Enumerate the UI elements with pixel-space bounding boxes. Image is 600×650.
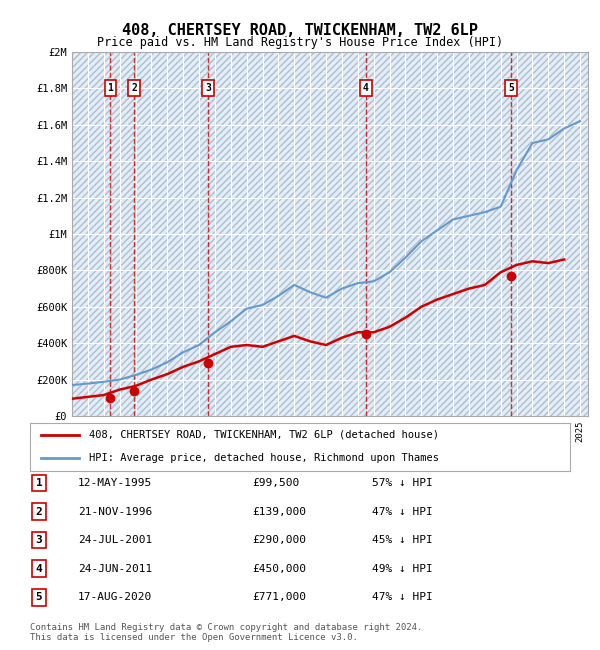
Text: 49% ↓ HPI: 49% ↓ HPI: [372, 564, 433, 574]
Text: 2: 2: [35, 506, 43, 517]
Text: £99,500: £99,500: [252, 478, 299, 488]
Text: £139,000: £139,000: [252, 506, 306, 517]
Text: Price paid vs. HM Land Registry's House Price Index (HPI): Price paid vs. HM Land Registry's House …: [97, 36, 503, 49]
Text: 45% ↓ HPI: 45% ↓ HPI: [372, 535, 433, 545]
Text: Contains HM Land Registry data © Crown copyright and database right 2024.
This d: Contains HM Land Registry data © Crown c…: [30, 623, 422, 642]
Text: 408, CHERTSEY ROAD, TWICKENHAM, TW2 6LP: 408, CHERTSEY ROAD, TWICKENHAM, TW2 6LP: [122, 23, 478, 38]
Text: 57% ↓ HPI: 57% ↓ HPI: [372, 478, 433, 488]
Text: 2: 2: [131, 83, 137, 94]
Text: £290,000: £290,000: [252, 535, 306, 545]
Text: 4: 4: [363, 83, 368, 94]
Text: 5: 5: [508, 83, 514, 94]
Text: 3: 3: [205, 83, 211, 94]
Text: 5: 5: [35, 592, 43, 603]
Text: HPI: Average price, detached house, Richmond upon Thames: HPI: Average price, detached house, Rich…: [89, 452, 439, 463]
Text: £450,000: £450,000: [252, 564, 306, 574]
Text: 1: 1: [107, 83, 113, 94]
Text: 47% ↓ HPI: 47% ↓ HPI: [372, 592, 433, 603]
Text: 1: 1: [35, 478, 43, 488]
Text: 47% ↓ HPI: 47% ↓ HPI: [372, 506, 433, 517]
Text: 17-AUG-2020: 17-AUG-2020: [78, 592, 152, 603]
Text: 4: 4: [35, 564, 43, 574]
Text: 3: 3: [35, 535, 43, 545]
Text: 408, CHERTSEY ROAD, TWICKENHAM, TW2 6LP (detached house): 408, CHERTSEY ROAD, TWICKENHAM, TW2 6LP …: [89, 430, 439, 439]
Text: £771,000: £771,000: [252, 592, 306, 603]
Text: 12-MAY-1995: 12-MAY-1995: [78, 478, 152, 488]
Text: 21-NOV-1996: 21-NOV-1996: [78, 506, 152, 517]
Bar: [72, 52, 588, 416]
Text: 24-JUN-2011: 24-JUN-2011: [78, 564, 152, 574]
Text: 24-JUL-2001: 24-JUL-2001: [78, 535, 152, 545]
